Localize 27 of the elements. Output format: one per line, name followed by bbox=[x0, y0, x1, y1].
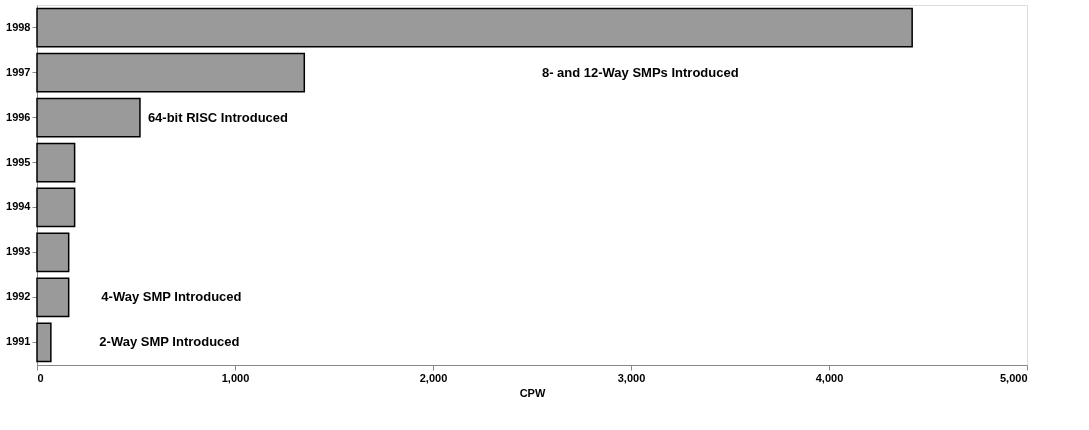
annotation: 8- and 12-Way SMPs Introduced bbox=[541, 64, 739, 80]
bar bbox=[36, 142, 76, 183]
x-axis-title: CPW bbox=[519, 386, 546, 399]
y-tick-label: 1994 bbox=[6, 200, 32, 213]
y-tick-label: 1998 bbox=[6, 20, 31, 33]
y-tick-label: 1992 bbox=[6, 290, 31, 303]
x-tick-label: 1,000 bbox=[221, 371, 250, 384]
annotation: 64-bit RISC Introduced bbox=[147, 109, 289, 125]
y-tick-label: 1993 bbox=[6, 245, 31, 258]
bar bbox=[36, 277, 70, 318]
bar bbox=[36, 232, 70, 273]
bar bbox=[36, 97, 141, 138]
annotation: 2-Way SMP Introduced bbox=[99, 334, 240, 350]
x-tick-label: 4,000 bbox=[815, 371, 844, 384]
bar bbox=[36, 7, 913, 48]
y-tick-label: 1997 bbox=[6, 65, 31, 78]
bar bbox=[36, 322, 52, 363]
x-tick-label: 0 bbox=[37, 371, 44, 384]
annotation: 4-Way SMP Introduced bbox=[101, 289, 242, 305]
y-tick-label: 1991 bbox=[6, 335, 31, 348]
bar bbox=[36, 52, 306, 93]
y-tick-label: 1996 bbox=[6, 110, 31, 123]
x-tick-label: 5,000 bbox=[999, 371, 1028, 384]
x-tick-label: 2,000 bbox=[419, 371, 448, 384]
bar bbox=[36, 187, 76, 228]
y-tick-label: 1995 bbox=[6, 155, 31, 168]
x-tick-label: 3,000 bbox=[617, 371, 646, 384]
